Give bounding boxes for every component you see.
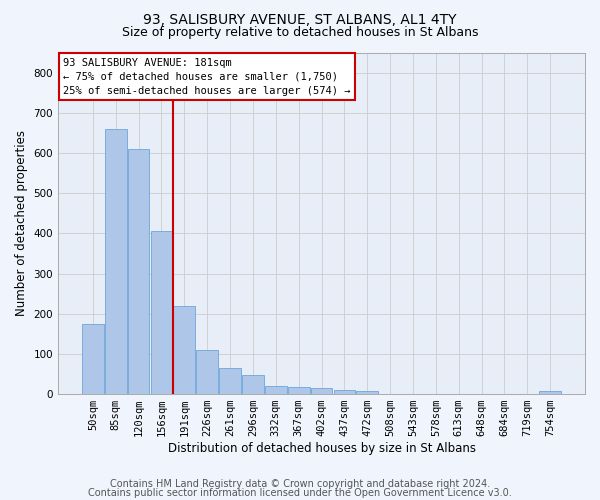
Text: Contains public sector information licensed under the Open Government Licence v3: Contains public sector information licen… [88,488,512,498]
Bar [219,368,241,394]
Text: 93, SALISBURY AVENUE, ST ALBANS, AL1 4TY: 93, SALISBURY AVENUE, ST ALBANS, AL1 4TY [143,12,457,26]
Bar [173,306,195,394]
Bar [82,324,104,394]
Bar [128,149,149,394]
X-axis label: Distribution of detached houses by size in St Albans: Distribution of detached houses by size … [167,442,476,455]
Bar [151,232,172,394]
Text: Size of property relative to detached houses in St Albans: Size of property relative to detached ho… [122,26,478,39]
Text: Contains HM Land Registry data © Crown copyright and database right 2024.: Contains HM Land Registry data © Crown c… [110,479,490,489]
Bar [356,392,378,394]
Bar [196,350,218,394]
Bar [242,375,264,394]
Bar [334,390,355,394]
Bar [265,386,287,394]
Bar [105,129,127,394]
Y-axis label: Number of detached properties: Number of detached properties [15,130,28,316]
Bar [539,391,561,394]
Bar [311,388,332,394]
Text: 93 SALISBURY AVENUE: 181sqm
← 75% of detached houses are smaller (1,750)
25% of : 93 SALISBURY AVENUE: 181sqm ← 75% of det… [64,58,351,96]
Bar [288,388,310,394]
